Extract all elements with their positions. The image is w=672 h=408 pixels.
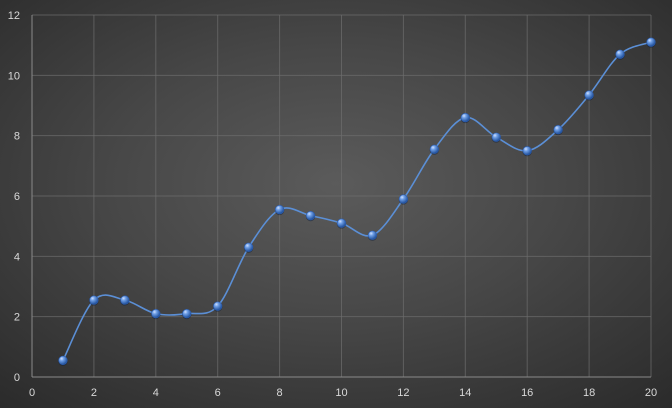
data-point [367, 230, 378, 240]
y-tick-label: 2 [14, 312, 20, 324]
data-point [58, 355, 68, 366]
y-tick-label: 12 [8, 10, 20, 22]
data-point [491, 132, 501, 142]
data-point [429, 144, 439, 154]
x-tick-label: 8 [277, 387, 283, 399]
x-tick-label: 4 [153, 387, 159, 399]
data-point [522, 146, 532, 156]
series-line-layer [62, 41, 652, 361]
data-point [120, 295, 130, 305]
y-tick-label: 0 [14, 372, 20, 384]
x-tick-label: 18 [583, 387, 595, 399]
y-tick-label: 4 [14, 251, 20, 263]
data-point [182, 309, 192, 319]
x-tick-label: 0 [29, 387, 35, 399]
y-tick-label: 6 [14, 191, 20, 203]
x-tick-label: 20 [645, 387, 657, 399]
x-tick-label: 12 [397, 387, 409, 399]
data-point [305, 211, 316, 221]
data-markers [58, 37, 656, 367]
data-point [398, 194, 409, 204]
data-point [646, 37, 656, 47]
data-point [244, 242, 254, 252]
x-tick-label: 6 [215, 387, 221, 399]
x-tick-label: 14 [459, 387, 471, 399]
data-point [151, 309, 161, 319]
tick-labels: 0 2 4 6 8 10 12 14 16 18 20 0 2 4 6 8 10 12 [8, 10, 657, 399]
data-point [553, 125, 563, 135]
x-tick-label: 16 [521, 387, 533, 399]
data-point [336, 218, 347, 228]
data-point [213, 301, 223, 311]
data-point [89, 295, 99, 305]
y-tick-label: 10 [8, 70, 20, 82]
grid-layer [32, 14, 652, 377]
data-point [584, 90, 594, 100]
x-tick-label: 2 [91, 387, 97, 399]
data-point [275, 204, 285, 215]
series-line [62, 41, 652, 361]
axis-layer [31, 15, 651, 378]
data-point [460, 112, 470, 123]
x-tick-label: 10 [335, 387, 347, 399]
data-point [615, 49, 625, 59]
y-tick-label: 8 [14, 131, 20, 143]
